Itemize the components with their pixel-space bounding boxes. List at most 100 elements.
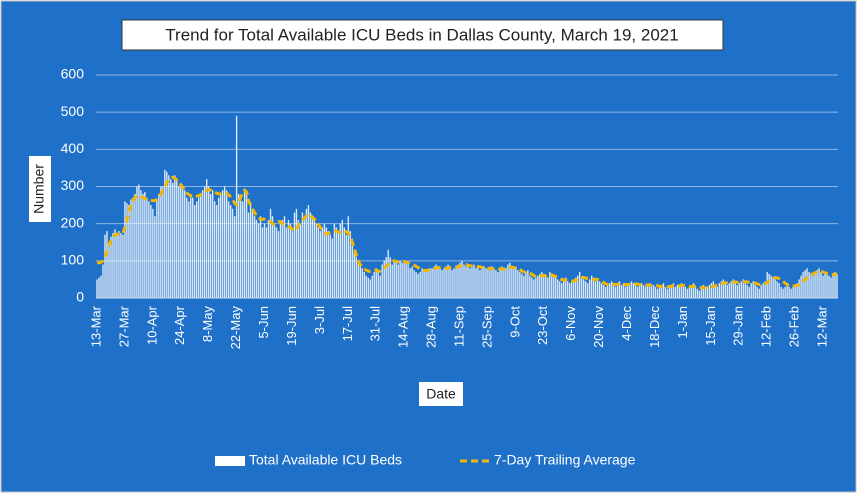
bar: [523, 275, 525, 298]
bar: [640, 283, 643, 298]
bar: [525, 271, 527, 298]
x-tick-label: 22-May: [228, 306, 243, 350]
x-tick-label: 12-Feb: [759, 306, 774, 347]
bar: [722, 279, 725, 298]
bar: [726, 284, 728, 298]
bar: [473, 264, 475, 298]
bar: [281, 219, 284, 298]
bar: [788, 286, 790, 298]
bar: [335, 227, 338, 298]
bar: [748, 286, 750, 298]
bar: [345, 234, 348, 298]
bar: [517, 270, 519, 298]
bar: [626, 284, 629, 298]
bar: [217, 197, 220, 298]
bar: [738, 283, 740, 298]
bar: [293, 212, 296, 298]
bar: [682, 284, 685, 298]
bar: [263, 223, 266, 298]
bar: [329, 234, 332, 298]
bar: [98, 277, 100, 298]
bar: [333, 223, 336, 298]
bar: [369, 279, 371, 298]
bar: [714, 284, 717, 298]
bar: [660, 284, 663, 298]
bar: [427, 270, 429, 298]
bar: [816, 270, 818, 298]
x-tick-label: 17-Jul: [340, 306, 355, 342]
bar: [172, 182, 174, 298]
bar: [768, 273, 770, 298]
bar: [602, 284, 605, 298]
bar: [577, 275, 579, 298]
bar: [784, 286, 786, 298]
bar: [786, 284, 788, 298]
bar: [150, 205, 152, 298]
bar: [114, 229, 116, 298]
bar: [124, 201, 126, 298]
bar: [569, 283, 571, 298]
bar: [415, 271, 417, 298]
bar: [215, 205, 218, 298]
bar: [557, 279, 559, 298]
bar: [796, 283, 798, 298]
bar: [178, 186, 180, 298]
bar: [724, 283, 727, 298]
bar: [559, 281, 561, 298]
bar: [507, 264, 509, 298]
bar: [636, 286, 639, 298]
bar: [309, 212, 312, 298]
x-tick-label: 20-Nov: [591, 306, 606, 348]
bar: [194, 205, 196, 298]
bar: [774, 279, 776, 298]
bar: [379, 275, 381, 298]
bar: [206, 179, 208, 298]
bar: [537, 275, 539, 298]
bar: [439, 268, 441, 298]
bar: [624, 286, 627, 298]
bar: [156, 201, 158, 298]
bar: [706, 286, 709, 298]
bar: [158, 193, 160, 298]
bar: [146, 197, 148, 298]
bar: [760, 284, 762, 298]
bar: [567, 281, 569, 298]
legend-swatch: [215, 456, 245, 466]
bar: [303, 216, 306, 298]
bar: [770, 275, 772, 298]
bar: [437, 266, 439, 298]
bar: [794, 284, 796, 298]
bar: [493, 268, 495, 298]
bar: [802, 271, 804, 298]
bar: [265, 227, 268, 298]
bar: [116, 234, 118, 298]
bar: [610, 281, 613, 298]
bar: [732, 279, 734, 298]
bar: [291, 231, 294, 298]
bar: [836, 273, 838, 298]
bar: [527, 270, 529, 298]
bar: [243, 190, 246, 298]
bar: [553, 275, 555, 298]
bar: [339, 223, 342, 298]
bar: [688, 286, 691, 298]
y-axis-label: Number: [31, 164, 47, 214]
bar: [832, 275, 834, 298]
bar: [136, 186, 138, 298]
bar: [578, 271, 581, 298]
bar: [279, 223, 282, 298]
bar: [658, 286, 661, 298]
bar: [403, 260, 405, 298]
bar: [467, 264, 469, 298]
bar: [331, 238, 334, 298]
bar: [710, 283, 713, 298]
bar: [253, 216, 256, 298]
bar: [431, 268, 433, 298]
bar: [457, 264, 459, 298]
bar: [122, 234, 124, 298]
bar: [363, 271, 365, 298]
bar: [223, 186, 226, 298]
bar: [375, 268, 377, 298]
bar: [810, 273, 812, 298]
bar: [778, 283, 780, 298]
